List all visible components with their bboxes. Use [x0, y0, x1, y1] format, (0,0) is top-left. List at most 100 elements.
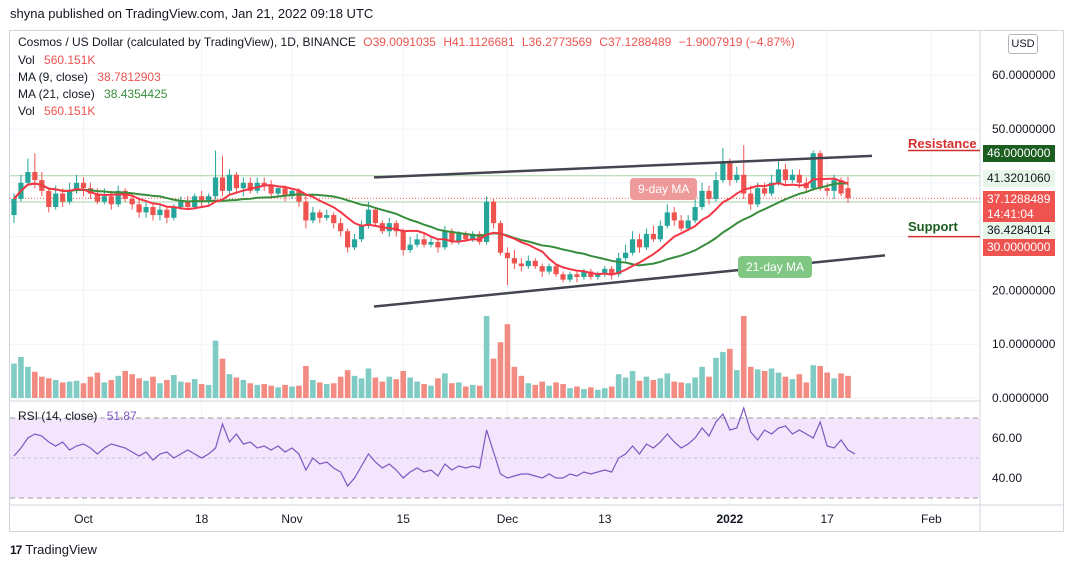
candle-body — [212, 177, 219, 197]
volume-bar — [400, 370, 406, 398]
candle-body — [484, 201, 490, 242]
candle-body — [129, 198, 135, 205]
volume-bar — [212, 340, 219, 398]
time-tick-label: 15 — [397, 512, 411, 526]
candle-body — [150, 207, 156, 216]
volume-bar — [838, 373, 844, 398]
volume-bar — [803, 382, 810, 398]
candle-body — [428, 241, 434, 245]
rsi-tick-label: 40.00 — [992, 471, 1022, 485]
candle-body — [324, 215, 330, 218]
candle-body — [838, 180, 844, 194]
volume-bar — [80, 383, 87, 398]
volume-bar — [761, 370, 768, 398]
candle-body — [73, 182, 80, 191]
volume-bar — [136, 378, 142, 398]
candle-body — [657, 225, 663, 240]
candle-body — [206, 196, 212, 202]
moving-averages — [13, 177, 849, 276]
volume-bar — [337, 376, 344, 398]
candle-body — [310, 212, 316, 221]
rsi-tick-label: 60.00 — [992, 431, 1022, 445]
volume-bar — [810, 365, 817, 398]
volume-bar — [476, 385, 483, 398]
volume-bar — [184, 382, 191, 398]
volume-bar — [25, 366, 31, 398]
candle-body — [393, 223, 399, 232]
volume-bar — [254, 384, 261, 398]
volume-bar — [393, 379, 400, 398]
volume-bar — [171, 375, 177, 398]
volume-bar — [636, 380, 643, 398]
volume-bar — [365, 368, 372, 398]
volume-bar — [657, 378, 664, 398]
candle-body — [289, 190, 295, 197]
volume-bar — [553, 382, 559, 398]
volume-bar — [18, 357, 24, 398]
volume-bar — [539, 381, 545, 398]
volume-bar — [699, 366, 705, 398]
support-price-label: 30.0000000 — [983, 239, 1055, 256]
volume-bar — [143, 380, 149, 398]
volume-bar — [386, 376, 393, 398]
brand[interactable]: 17 TradingView — [10, 542, 97, 557]
volume-bar — [115, 375, 122, 398]
candle-body — [178, 201, 184, 208]
candle-body — [386, 223, 392, 232]
volume-bar — [692, 377, 698, 398]
volume-bar — [205, 384, 212, 398]
time-tick-label: Nov — [281, 512, 302, 526]
price-tick-label: 20.0000000 — [992, 283, 1056, 297]
candle-body — [497, 223, 504, 253]
legend-rsi: RSI (14, close) 51.87 — [18, 409, 137, 423]
candle-body — [11, 198, 17, 216]
volume-bar — [789, 379, 796, 398]
volume-bar — [685, 383, 691, 398]
legend-ma9-label: MA (9, close) — [18, 70, 89, 84]
volume-bar — [740, 316, 747, 398]
candle-body — [25, 172, 31, 183]
price-tick-label: 0.0000000 — [992, 391, 1049, 405]
volume-bar — [824, 372, 830, 398]
legend-vol2-value: 560.151K — [44, 104, 96, 118]
volume-bar — [650, 379, 657, 398]
volume-bar — [32, 371, 38, 398]
volume-bar — [282, 384, 288, 398]
candle-body — [268, 185, 274, 194]
candle-body — [546, 266, 552, 272]
candle-body — [741, 174, 747, 194]
currency-button[interactable]: USD — [1008, 34, 1038, 54]
volume-bar — [608, 386, 615, 398]
volume-bar — [713, 357, 719, 398]
volume-bar — [796, 374, 803, 398]
volume-bar — [101, 382, 108, 398]
legend-symbol-text: Cosmos / US Dollar (calculated by Tradin… — [18, 35, 356, 49]
volume-bar — [45, 378, 52, 398]
volume-bar — [296, 385, 302, 398]
candle-body — [345, 231, 351, 248]
candle-body — [331, 215, 337, 224]
volume-bar — [247, 383, 254, 398]
volume-bar — [734, 370, 740, 398]
legend-rsi-label: RSI (14, close) — [18, 409, 98, 423]
candle-body — [296, 190, 302, 202]
last-price-label: 37.1288489 — [983, 191, 1055, 208]
candle-body — [143, 207, 149, 213]
volume-bar — [129, 374, 135, 398]
time-tick-label: 17 — [820, 512, 834, 526]
volume-bar — [747, 366, 754, 398]
candle-body — [511, 258, 517, 264]
candle-body — [171, 207, 177, 218]
legend-ma9-value: 38.7812903 — [97, 70, 161, 84]
volume-bar — [449, 383, 455, 398]
volume-bar — [178, 381, 184, 398]
volume-bar — [782, 376, 789, 398]
chart-frame — [9, 30, 1064, 532]
candle-body — [115, 190, 121, 205]
candle-body — [490, 201, 497, 224]
volume-bar — [678, 382, 684, 398]
volume-bar — [567, 388, 573, 398]
candle-body — [796, 174, 802, 183]
tradingview-logo-icon: 17 — [10, 542, 22, 557]
